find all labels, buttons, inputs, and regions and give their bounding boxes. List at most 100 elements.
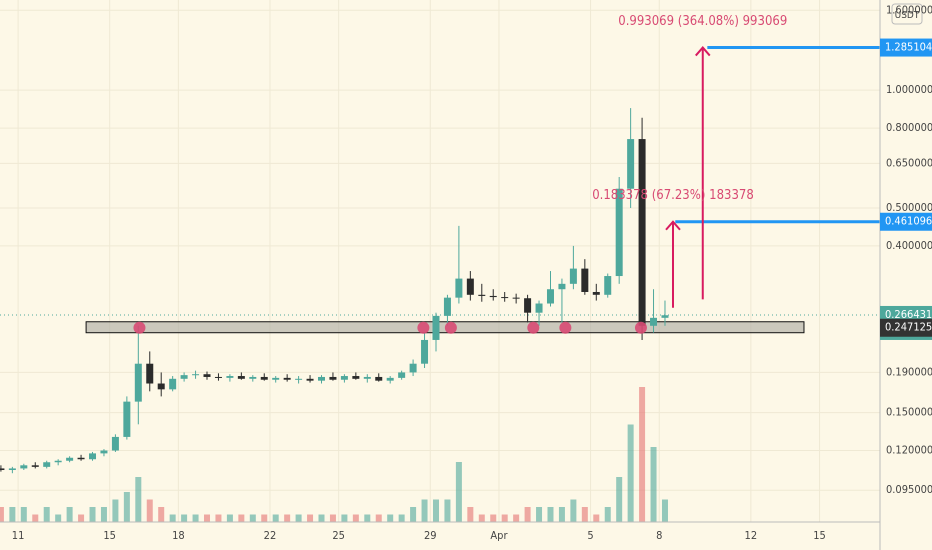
currency[interactable]: USDT [895,10,920,21]
y-tick-label: 0.800000 [886,121,932,134]
candle-body [512,297,520,299]
candle-body [43,462,51,467]
volume-bar [284,514,291,522]
volume-bar [318,514,325,522]
x-tick-label: 22 [264,529,277,542]
y-tick-label: 0.400000 [886,239,932,252]
volume-bar [581,507,588,522]
volume-bar [249,514,256,522]
x-tick-label: 12 [745,529,758,542]
candle-body [157,383,165,390]
volume-bar [490,514,497,522]
candle-body [409,363,417,373]
level-tag [880,38,932,57]
currency-box[interactable] [891,3,923,25]
y-tick-label: 1.000000 [886,83,932,96]
volume-bar [100,507,107,522]
x-tick-label: Apr [490,529,508,542]
y-tick-label: 1.600000 [886,3,932,16]
candle-body [214,376,222,378]
arrow-head [695,46,711,57]
y-tick-label: 0.650000 [886,156,932,169]
level-tag [880,212,932,231]
y-tick-label: 0.500000 [886,201,932,214]
volume-bar [375,514,382,522]
zone-price-tag [880,318,932,337]
candle-body [398,372,406,378]
candle-body [661,315,669,318]
candle-body [592,291,600,295]
candle-body [650,317,658,326]
volume-bar [307,514,314,522]
candle-body [306,378,314,381]
volume-bar [0,507,4,522]
candle-body [249,376,257,379]
volume-bar [547,507,554,522]
volume-bar [295,514,302,522]
candle-body [192,374,200,376]
volume-bar [66,507,73,522]
volume-bar [226,514,233,522]
touch-marker [634,321,647,334]
candle-body [375,376,383,381]
volume-bar [238,514,245,522]
volume-bar [513,514,520,522]
candle-body [501,297,509,299]
candle-body [329,376,337,380]
x-tick-label: 18 [172,529,185,542]
volume-bar [135,477,142,522]
volume-bar [398,514,405,522]
candle-body [432,315,440,340]
candle-body [295,378,303,380]
candle-body [443,297,451,316]
x-tick-label: 5 [587,529,593,542]
volume-bar [261,514,268,522]
measure-label: 0.183378 (67.23%) 183378 [592,188,754,203]
volume-bar [478,514,485,522]
candle-body [203,374,211,377]
volume-bar [215,514,222,522]
candle-body [272,377,280,380]
candle-body [20,465,28,469]
volume-bar [421,499,428,522]
candle-body [478,294,486,296]
candle-body [180,375,188,379]
candle-body [638,139,646,326]
zone-price-label: 0.247125 [885,321,932,334]
volume-bar [78,514,85,522]
measure-label: 0.993069 (364.08%) 993069 [618,14,787,29]
volume-bar [192,514,199,522]
volume-bar [181,514,188,522]
candle-body [54,460,62,463]
volume-bar [604,507,611,522]
volume-bar [169,514,176,522]
candle-body [89,453,97,460]
volume-bar [89,507,96,522]
touch-marker [133,321,146,334]
touch-marker [527,321,540,334]
candle-body [260,376,268,380]
volume-bar [20,507,27,522]
volume-bar [123,492,130,522]
candle-body [604,276,612,295]
candle-body [0,468,5,471]
volume-bar [204,514,211,522]
candle-body [352,376,360,379]
touch-marker [444,321,457,334]
volume-bar [329,514,336,522]
candle-body [569,268,577,284]
candle-body [226,376,234,378]
volume-bar [616,477,623,522]
volume-bar [467,507,474,522]
candle-body [31,465,39,467]
candle-body [363,376,371,379]
volume-bar [43,507,50,522]
arrow-head [665,220,681,231]
volume-bar [558,507,565,522]
candle-body [340,376,348,380]
candle-body [134,363,142,402]
volume-bar [627,424,634,522]
y-tick-label: 0.190000 [886,365,932,378]
candle-body [524,298,532,313]
